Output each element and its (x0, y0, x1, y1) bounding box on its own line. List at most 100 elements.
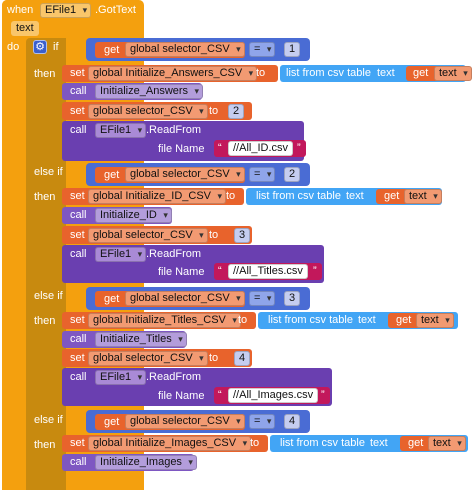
file-text-value-1[interactable]: //All_ID.csv (228, 141, 294, 156)
get-text-dropdown-1[interactable]: text (434, 66, 472, 81)
set-selector-label-1: set (70, 105, 85, 117)
set-label-2: set (70, 190, 85, 202)
csv-label-2: list from csv table (256, 190, 341, 202)
file-name-label-3: file Name (158, 390, 205, 402)
then-label-3: then (34, 315, 56, 327)
quote-close-1: ” (297, 142, 301, 154)
call-read-label-3: call (70, 371, 87, 383)
csv-text-label-3: text (358, 314, 376, 326)
csv-text-label-2: text (346, 190, 364, 202)
else-if-label-3: else if (34, 290, 63, 302)
get-text-dropdown-4[interactable]: text (428, 436, 466, 451)
call-read-label-2: call (70, 248, 87, 260)
get-label-3: get (104, 293, 120, 305)
else-if-label-2: else if (34, 166, 63, 178)
num-value-1[interactable]: 1 (284, 42, 301, 57)
set-var-dropdown-4[interactable]: global Initialize_Images_CSV (88, 436, 252, 451)
selector-dropdown-2[interactable]: global selector_CSV (88, 228, 208, 243)
proc-dropdown-3[interactable]: Initialize_Titles (95, 332, 187, 347)
quote-open-3: “ (218, 389, 222, 401)
get-text-label-3: get (396, 314, 412, 326)
get-text-dropdown-2[interactable]: text (404, 189, 442, 204)
var-dropdown-2[interactable]: global selector_CSV (125, 167, 245, 182)
set-var-dropdown-2[interactable]: global Initialize_ID_CSV (88, 189, 227, 204)
var-dropdown-4[interactable]: global selector_CSV (125, 414, 245, 429)
csv-text-label-1: text (377, 67, 395, 79)
get-text-label-2: get (384, 190, 400, 202)
if-block[interactable] (26, 38, 66, 490)
quote-open-1: “ (218, 142, 222, 154)
call-label-3: call (70, 333, 87, 345)
param-text-label: text (16, 22, 34, 34)
component-dropdown[interactable]: EFile1 (40, 3, 92, 18)
call-label-2: call (70, 209, 87, 221)
csv-text-label-4: text (370, 437, 388, 449)
else-if-label-4: else if (34, 414, 63, 426)
selector-dropdown-1[interactable]: global selector_CSV (88, 104, 208, 119)
do-label: do (7, 41, 20, 53)
csv-label-1: list from csv table (286, 67, 371, 79)
eq-dropdown-2[interactable]: = (249, 167, 276, 182)
eq-dropdown-4[interactable]: = (249, 414, 276, 429)
quote-close-3: ” (321, 389, 325, 401)
to-label-3: to (238, 314, 248, 326)
file-text-value-2[interactable]: //All_Titles.csv (228, 264, 308, 279)
file-text-value-3[interactable]: //All_Images.csv (228, 388, 319, 403)
set-selector-label-2: set (70, 229, 85, 241)
var-dropdown-1[interactable]: global selector_CSV (125, 42, 245, 57)
csv-label-3: list from csv table (268, 314, 353, 326)
to-selector-label-3: to (209, 352, 219, 364)
next-value-1[interactable]: 2 (228, 104, 245, 119)
to-selector-label-2: to (209, 229, 219, 241)
file-name-label-1: file Name (158, 143, 205, 155)
var-dropdown-3[interactable]: global selector_CSV (125, 291, 245, 306)
then-label-1: then (34, 68, 56, 80)
get-text-dropdown-3[interactable]: text (416, 313, 454, 328)
event-name-label: .GotText (95, 4, 136, 16)
get-text-label-1: get (413, 67, 429, 79)
gear-icon[interactable]: ⚙ (33, 40, 47, 54)
call-label-1: call (70, 85, 87, 97)
if-label: if (53, 41, 59, 53)
file-comp-dropdown-1[interactable]: EFile1 (95, 123, 147, 138)
file-comp-dropdown-2[interactable]: EFile1 (95, 247, 147, 262)
get-label-2: get (104, 169, 120, 181)
call-label-4: call (70, 456, 87, 468)
to-label-4: to (250, 437, 260, 449)
get-label-1: get (104, 44, 120, 56)
to-selector-label-1: to (209, 105, 219, 117)
when-label: when (7, 4, 34, 16)
set-label-1: set (70, 67, 85, 79)
param-text-chip[interactable] (11, 21, 39, 36)
set-var-dropdown-3[interactable]: global Initialize_Titles_CSV (88, 313, 241, 328)
selector-dropdown-3[interactable]: global selector_CSV (88, 351, 208, 366)
set-selector-label-3: set (70, 352, 85, 364)
then-label-2: then (34, 191, 56, 203)
read-from-label-3: .ReadFrom (146, 371, 202, 383)
csv-label-4: list from csv table (280, 437, 365, 449)
proc-dropdown-2[interactable]: Initialize_ID (95, 208, 172, 223)
set-label-3: set (70, 314, 85, 326)
eq-dropdown-1[interactable]: = (249, 42, 276, 57)
set-label-4: set (70, 437, 85, 449)
proc-dropdown-1[interactable]: Initialize_Answers (95, 84, 204, 99)
num-value-3[interactable]: 3 (284, 291, 301, 306)
num-value-4[interactable]: 4 (284, 414, 301, 429)
next-value-2[interactable]: 3 (234, 228, 251, 243)
to-label-2: to (226, 190, 236, 202)
num-value-2[interactable]: 2 (284, 167, 301, 182)
file-name-label-2: file Name (158, 266, 205, 278)
read-from-label-1: .ReadFrom (146, 124, 202, 136)
proc-dropdown-4[interactable]: Initialize_Images (95, 455, 197, 470)
eq-dropdown-3[interactable]: = (249, 291, 276, 306)
file-comp-dropdown-3[interactable]: EFile1 (95, 370, 147, 385)
quote-open-2: “ (218, 265, 222, 277)
quote-close-2: ” (313, 265, 317, 277)
set-var-dropdown-1[interactable]: global Initialize_Answers_CSV (88, 66, 258, 81)
then-label-4: then (34, 439, 56, 451)
call-read-label-1: call (70, 124, 87, 136)
get-text-label-4: get (408, 437, 424, 449)
read-from-label-2: .ReadFrom (146, 248, 202, 260)
next-value-3[interactable]: 4 (234, 351, 251, 366)
get-label-4: get (104, 416, 120, 428)
